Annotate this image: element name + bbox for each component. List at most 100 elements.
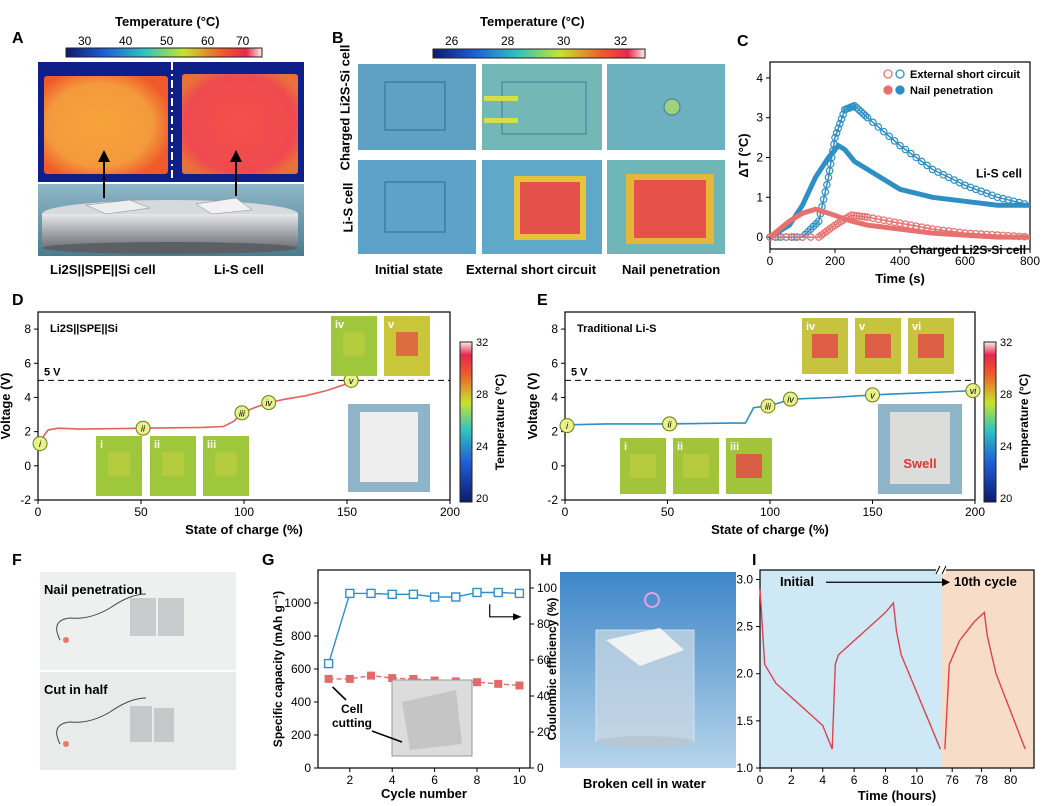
chart-e-inset-label: iv: [806, 321, 816, 333]
chart-d-colorbar-tick: 28: [476, 389, 488, 401]
chart-g-capacity-point: [473, 678, 481, 687]
chart-c-point: [855, 212, 864, 220]
chart-i-xtick-label: 78: [975, 773, 989, 787]
chart-g-ce-point: [408, 589, 419, 599]
chart-g-y2label: Coulombic efficiency (%): [545, 598, 559, 741]
chart-i-label-cycle10: 10th cycle: [954, 574, 1017, 589]
chart-g-ce-point: [472, 587, 482, 598]
chart-e-colorbar: [983, 341, 997, 503]
chart-e-colorbar-tick: 28: [1000, 389, 1012, 401]
chart-g-annotation: Cell: [341, 702, 363, 716]
chart-g-ce-point: [345, 588, 355, 599]
chart-d-ylabel: Voltage (V): [0, 373, 13, 440]
chart-c-series-line: [768, 206, 1030, 240]
chart-g-capacity-point: [324, 674, 333, 683]
chart-g-ce-line: [327, 591, 520, 664]
chart-d-inset-label: i: [100, 439, 103, 451]
chart-c-point: [869, 118, 877, 127]
chart-c-point: [917, 157, 926, 166]
chart-d-marker: [234, 405, 250, 421]
chart-c-annotation: Charged Li2S-Si cell: [910, 243, 1026, 257]
chart-d-inset-spot: [396, 332, 418, 356]
chart-e-marker: [760, 398, 776, 414]
chart-d-inset-spot: [108, 452, 130, 476]
chart-c-point: [907, 149, 915, 158]
panel-h-caption: Broken cell in water: [583, 776, 706, 791]
panel-b-tick-32: 32: [614, 34, 628, 48]
chart-e-inset-label: vi: [912, 321, 921, 333]
chart-c-point: [896, 219, 904, 227]
chart-c-point: [858, 212, 866, 221]
chart-e-ytick-label: 0: [551, 459, 558, 473]
panel-label-a: A: [12, 30, 24, 47]
chart-e-colorbar-tick: 32: [1000, 337, 1012, 349]
chart-g-y2tick-label: 60: [537, 653, 551, 667]
chart-c-point: [823, 180, 831, 189]
chart-c-ytick-label: 1: [756, 190, 763, 204]
chart-e-inset-label: ii: [677, 441, 683, 453]
chart-d-xlabel: State of charge (%): [185, 522, 303, 537]
chart-c-point: [782, 233, 791, 241]
chart-g-y2tick-label: 100: [537, 581, 557, 595]
chart-e-inset-label: v: [859, 321, 866, 333]
chart-g-xtick-label: 10: [513, 773, 527, 787]
chart-d-inset-label: ii: [154, 439, 160, 451]
chart-e-ref-label: 5 V: [571, 366, 588, 378]
chart-i-break-mask: [936, 566, 946, 574]
chart-c-point: [837, 115, 846, 123]
panel-label-c: C: [737, 33, 749, 50]
chart-e-marker-label: vi: [970, 386, 978, 396]
chart-i-bg-cycle10: [942, 570, 1034, 768]
chart-g-capacity-point: [494, 679, 503, 688]
chart-e-inset-spot: [683, 454, 709, 478]
chart-d-colorbar-tick: 32: [476, 337, 488, 349]
chart-d-ytick-label: 8: [24, 322, 31, 336]
chart-g-ytick-label: 1000: [284, 596, 311, 610]
chart-d-inset-label: v: [388, 319, 395, 331]
chart-i-xtick-label: 2: [788, 773, 795, 787]
chart-c-ytick-label: 0: [756, 230, 763, 244]
chart-e-title: Traditional Li-S: [577, 323, 656, 335]
chart-e-marker: [865, 387, 880, 403]
chart-d-marker: [135, 420, 151, 436]
chart-g-capacity-point: [367, 671, 375, 680]
chart-c-point: [790, 233, 799, 241]
chart-i-break-mark: [941, 565, 947, 575]
chart-d-xtick-label: 100: [234, 505, 254, 519]
chart-g-ytick-label: 200: [291, 728, 311, 742]
chart-c-point: [879, 127, 888, 136]
chart-d-marker: [32, 436, 48, 452]
chart-c-point: [890, 137, 899, 145]
panel-label-h: H: [540, 552, 552, 569]
chart-d-xtick-label: 0: [35, 505, 42, 519]
chart-c-legend-marker: [895, 85, 905, 95]
chart-i-line-initial: [759, 588, 942, 750]
chart-e-inset-label: iii: [730, 441, 739, 453]
chart-c-point: [885, 132, 893, 141]
panel-label-b: B: [332, 30, 344, 47]
chart-e-xlabel: State of charge (%): [711, 522, 829, 537]
chart-e-marker-label: v: [870, 390, 875, 400]
chart-g-ytick-label: 0: [304, 761, 311, 775]
chart-g-ytick-label: 800: [291, 629, 311, 643]
chart-c-legend-label: External short circuit: [910, 69, 1020, 81]
chart-e-marker-label: iii: [765, 402, 772, 412]
chart-c-xtick-label: 600: [955, 254, 975, 268]
panel-label-g: G: [262, 552, 275, 569]
chart-c-point: [885, 217, 893, 225]
chart-g-axis-arrowhead: [513, 613, 522, 621]
chart-c-point: [814, 217, 823, 225]
chart-g-capacity-point: [345, 674, 354, 683]
chart-c-xlabel: Time (s): [875, 271, 925, 286]
chart-g-annotation-arrow2: [371, 730, 403, 743]
chart-c-xtick-label: 400: [890, 254, 910, 268]
chart-c-point: [874, 215, 883, 223]
chart-d-ytick-label: -2: [20, 493, 31, 507]
chart-d-inset-spot: [215, 452, 237, 476]
chart-g-y2tick-label: 0: [537, 761, 544, 775]
chart-d-xtick-label: 200: [440, 505, 460, 519]
panel-b-col-label-2: External short circuit: [466, 262, 597, 277]
chart-d-ytick-label: 2: [24, 425, 31, 439]
